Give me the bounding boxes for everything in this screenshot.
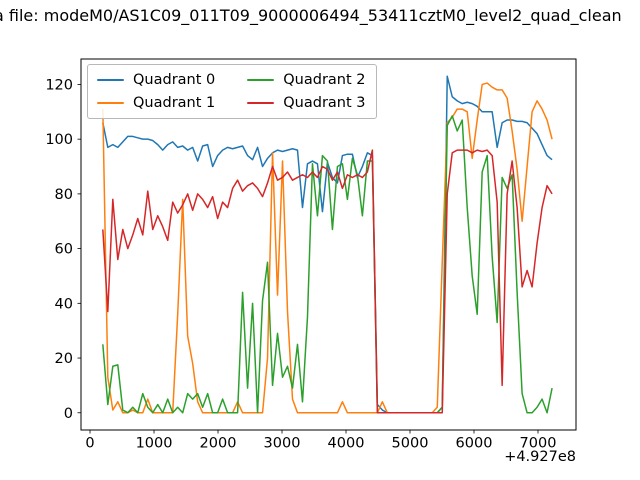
y-tick-label: 120 bbox=[45, 77, 73, 93]
x-tick-label: 2000 bbox=[200, 436, 237, 452]
quadrant-3-line-swatch bbox=[247, 102, 275, 104]
legend-item-quadrant-0: Quadrant 0 bbox=[97, 72, 215, 88]
x-axis-offset-label: +4.927e8 bbox=[504, 449, 576, 465]
y-tick-label: 100 bbox=[45, 132, 73, 148]
series-line-quadrant-2 bbox=[102, 115, 553, 414]
x-tick-label: 3000 bbox=[264, 436, 301, 452]
quadrant-1-line-swatch bbox=[97, 102, 124, 104]
legend-item-quadrant-3: Quadrant 3 bbox=[247, 95, 366, 111]
chart-title: a file: modeM0/AS1C09_011T09_9000006494_… bbox=[0, 6, 622, 25]
x-tick-label: 7000 bbox=[520, 436, 557, 452]
legend-item-quadrant-1: Quadrant 1 bbox=[97, 95, 215, 111]
legend: Quadrant 0 Quadrant 1 Quadrant 2 Quadran… bbox=[87, 64, 377, 119]
series-line-quadrant-1 bbox=[102, 82, 553, 414]
x-tick-label: 1000 bbox=[136, 436, 173, 452]
quadrant-2-line-swatch bbox=[247, 79, 275, 81]
axes-spines bbox=[80, 58, 577, 431]
series-line-quadrant-3 bbox=[102, 149, 553, 414]
series-line-quadrant-0 bbox=[102, 75, 553, 414]
y-tick-label: 80 bbox=[55, 187, 73, 203]
y-tick-label: 0 bbox=[64, 406, 73, 422]
x-tick-label: 5000 bbox=[392, 436, 429, 452]
y-tick-label: 60 bbox=[55, 242, 73, 258]
legend-item-quadrant-2: Quadrant 2 bbox=[247, 72, 366, 88]
legend-label: Quadrant 3 bbox=[283, 95, 366, 111]
legend-label: Quadrant 1 bbox=[133, 95, 216, 111]
y-tick-label: 40 bbox=[55, 296, 73, 312]
quadrant-0-line-swatch bbox=[97, 79, 124, 81]
y-tick-label: 20 bbox=[55, 351, 73, 367]
x-tick-label: 6000 bbox=[456, 436, 493, 452]
legend-label: Quadrant 0 bbox=[133, 72, 216, 88]
x-tick-label: 0 bbox=[85, 436, 94, 452]
legend-label: Quadrant 2 bbox=[283, 72, 366, 88]
x-tick-label: 4000 bbox=[328, 436, 365, 452]
